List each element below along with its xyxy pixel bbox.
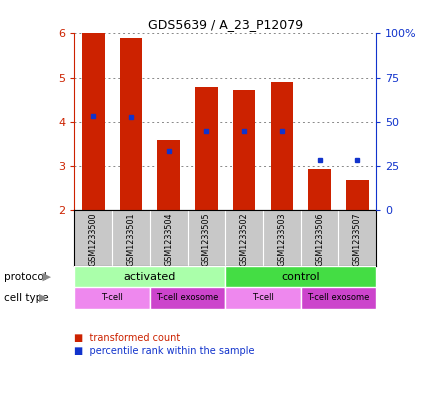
Text: protocol: protocol	[4, 272, 47, 282]
Text: T-cell: T-cell	[252, 294, 274, 302]
Text: T-cell exosome: T-cell exosome	[156, 294, 219, 302]
Text: GSM1233504: GSM1233504	[164, 213, 173, 266]
Text: activated: activated	[124, 272, 176, 282]
Bar	[308, 169, 331, 210]
Bar	[225, 287, 300, 309]
Bar	[157, 140, 180, 210]
Text: GSM1233502: GSM1233502	[240, 213, 249, 266]
Bar	[233, 90, 255, 210]
Bar	[120, 38, 142, 210]
Text: ■  percentile rank within the sample: ■ percentile rank within the sample	[74, 346, 255, 356]
Bar	[225, 266, 376, 287]
Text: cell type: cell type	[4, 293, 49, 303]
Text: T-cell exosome: T-cell exosome	[307, 294, 370, 302]
Bar	[82, 33, 105, 210]
Bar	[271, 82, 293, 210]
Bar	[150, 287, 225, 309]
Bar	[346, 180, 368, 210]
Text: GSM1233505: GSM1233505	[202, 213, 211, 266]
Bar	[74, 287, 150, 309]
Bar	[74, 266, 225, 287]
Text: ▶: ▶	[4, 272, 51, 282]
Text: T-cell: T-cell	[101, 294, 123, 302]
Text: GSM1233507: GSM1233507	[353, 213, 362, 266]
Text: GSM1233501: GSM1233501	[127, 213, 136, 266]
Bar	[195, 87, 218, 210]
Text: ▶: ▶	[4, 293, 48, 303]
Text: control: control	[281, 272, 320, 282]
Text: ■  transformed count: ■ transformed count	[74, 333, 181, 343]
Text: GSM1233500: GSM1233500	[89, 213, 98, 266]
Title: GDS5639 / A_23_P12079: GDS5639 / A_23_P12079	[148, 18, 303, 31]
Bar	[300, 287, 376, 309]
Text: GSM1233503: GSM1233503	[278, 213, 286, 266]
Text: GSM1233506: GSM1233506	[315, 213, 324, 266]
